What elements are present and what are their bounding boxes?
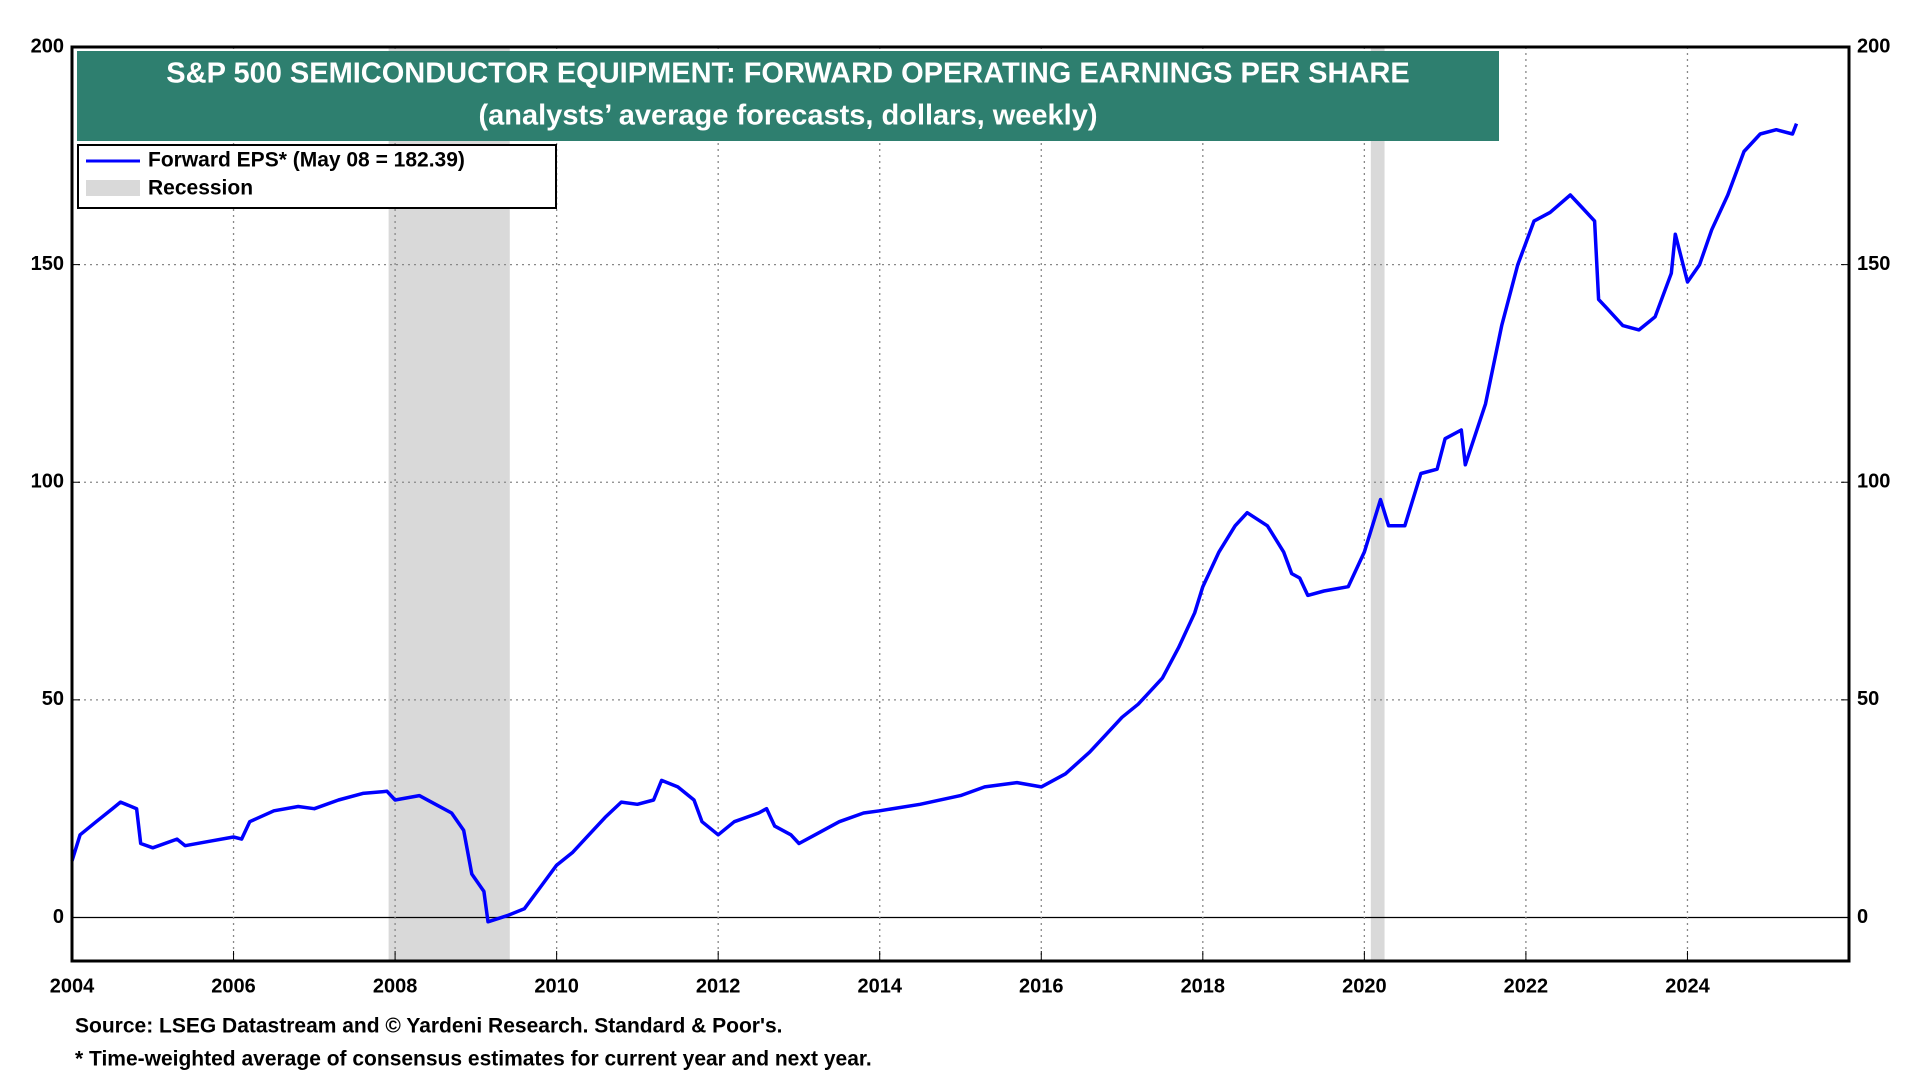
y-tick-label: 0 xyxy=(53,906,64,928)
y2-tick-label: 100 xyxy=(1857,471,1890,493)
plot-frame xyxy=(70,45,1851,963)
x-tick-label: 2008 xyxy=(373,975,418,997)
x-tick-label: 2010 xyxy=(534,975,579,997)
chart-subtitle: (analysts’ average forecasts, dollars, w… xyxy=(479,100,1098,132)
legend-box xyxy=(77,144,557,209)
x-tick-label: 2024 xyxy=(1665,975,1710,997)
y2-tick-label: 200 xyxy=(1857,35,1890,57)
x-tick-label: 2012 xyxy=(696,975,741,997)
chart-title: S&P 500 SEMICONDUCTOR EQUIPMENT: FORWARD… xyxy=(166,58,1409,90)
y-tick-label: 50 xyxy=(42,688,64,710)
y2-tick-label: 150 xyxy=(1857,253,1890,275)
x-tick-label: 2020 xyxy=(1342,975,1387,997)
x-tick-label: 2016 xyxy=(1019,975,1064,997)
lines xyxy=(70,122,1799,924)
legend-label: Forward EPS* (May 08 = 182.39) xyxy=(148,149,465,172)
title-box xyxy=(77,51,1499,141)
data-line xyxy=(70,122,1799,924)
source-note: Source: LSEG Datastream and © Yardeni Re… xyxy=(75,1015,782,1038)
y-tick-label: 200 xyxy=(31,35,64,57)
y-tick-label: 150 xyxy=(31,253,64,275)
x-tick-label: 2004 xyxy=(50,975,95,997)
x-tick-label: 2018 xyxy=(1181,975,1226,997)
x-tick-label: 2006 xyxy=(211,975,256,997)
grid xyxy=(71,46,1849,961)
legend-swatch xyxy=(86,180,140,196)
legend-label: Recession xyxy=(148,177,253,200)
x-tick-label: 2022 xyxy=(1504,975,1549,997)
y2-tick-label: 50 xyxy=(1857,688,1879,710)
footnote: * Time-weighted average of consensus est… xyxy=(75,1048,872,1071)
x-tick-label: 2014 xyxy=(857,975,902,997)
y-tick-label: 100 xyxy=(31,471,64,493)
y2-tick-label: 0 xyxy=(1857,906,1868,928)
